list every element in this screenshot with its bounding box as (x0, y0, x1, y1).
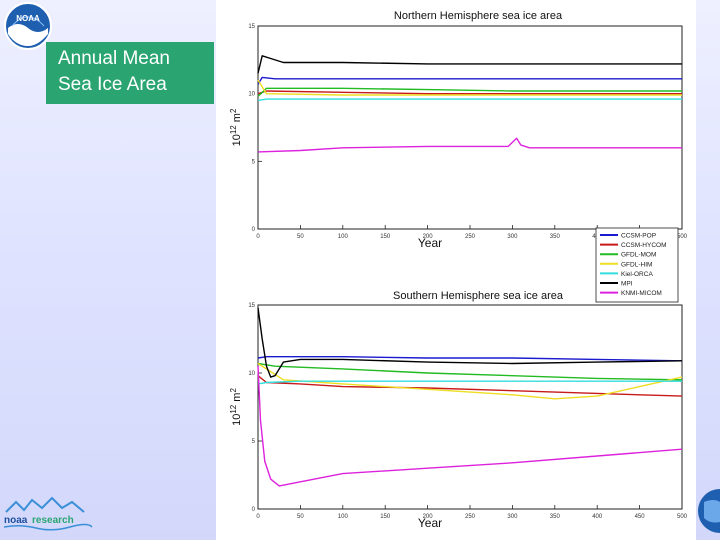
legend-item-label: KNMI-MICOM (621, 290, 662, 297)
legend-item-label: CCSM-POP (621, 233, 656, 240)
nh-y-tick-label: 0 (252, 227, 256, 233)
sh-series-knmi-micom (257, 366, 683, 487)
noaa-research-word-a: noaa (4, 515, 28, 526)
sh-series-kiel-orca (257, 380, 682, 385)
nh-x-tick-label: 0 (256, 234, 260, 240)
chart-panel: 050100150200250300350400450500051015Nort… (216, 0, 696, 540)
legend-box (595, 227, 679, 303)
sh-x-tick-label: 150 (380, 514, 391, 520)
legend-item-label: Kiel-ORCA (621, 271, 653, 278)
sh-series-gfdl-mom (257, 362, 683, 381)
slide-title-line-1: Annual Mean (58, 48, 170, 69)
nh-x-tick-label: 300 (507, 234, 518, 240)
sh-x-tick-label: 200 (423, 514, 434, 520)
charts-svg: 050100150200250300350400450500051015Nort… (229, 10, 688, 530)
sh-x-tick-label: 400 (592, 514, 603, 520)
sh-x-axis-label: Year (418, 516, 442, 530)
sh-series-ccsm-pop (257, 356, 683, 362)
nh-series-kiel-orca (257, 98, 682, 102)
legend-item-label: CCSM-HYCOM (621, 242, 667, 249)
nh-series-mpi (257, 55, 682, 74)
nh-x-tick-label: 50 (297, 234, 304, 240)
nh-x-tick-label: 150 (380, 234, 391, 240)
slide-title-line-2: Sea Ice Area (58, 74, 167, 95)
noaa-research-word-b: research (32, 515, 74, 526)
nh-y-tick-label: 15 (248, 24, 255, 30)
nh-series-gfdl-him (257, 79, 682, 96)
nh-series-ccsm-hycom (257, 90, 682, 95)
nh-y-axis-label: 1012 m2 (229, 108, 243, 146)
legend-item-label: MPI (621, 281, 633, 288)
sh-x-tick-label: 450 (635, 514, 646, 520)
nh-plot-frame (257, 25, 683, 230)
sh-chart: 0 50 100 150 200 250 300 350 400 450 500 0 5 10 15 Sout… (229, 290, 688, 530)
nh-series-ccsm-pop (257, 76, 682, 85)
sh-y-tick-label: 5 (252, 439, 256, 445)
corner-logo (698, 489, 720, 533)
nh-x-tick-label: 200 (423, 234, 434, 240)
sh-x-tick-label: 250 (465, 514, 476, 520)
nh-y-tick-label: 5 (252, 159, 256, 165)
sh-x-tick-label: 350 (550, 514, 561, 520)
sh-series-mpi (257, 307, 683, 378)
sh-plot-frame (257, 304, 683, 510)
nh-x-tick-label: 100 (338, 234, 349, 240)
slide-title: Annual Mean Sea Ice Area (46, 42, 214, 104)
sh-x-tick-label: 50 (297, 514, 304, 520)
nh-chart: 050100150200250300350400450500051015Nort… (229, 10, 688, 250)
nh-x-tick-label: 350 (550, 234, 561, 240)
sh-x-tick-label: 300 (507, 514, 518, 520)
sh-x-tick-label: 100 (338, 514, 349, 520)
sh-x-tick-label: 0 (256, 514, 260, 520)
noaa-logo-text: NOAA (16, 14, 40, 23)
sh-y-tick-label: 0 (252, 507, 256, 513)
nh-series-knmi-micom (257, 137, 682, 153)
nh-x-axis-label: Year (418, 236, 442, 250)
legend-item-label: GFDL-MOM (621, 252, 656, 259)
sh-chart-title: Southern Hemisphere sea ice area (393, 290, 564, 302)
sh-y-axis-label: 1012 m2 (229, 388, 243, 426)
sh-y-tick-label: 15 (248, 303, 255, 309)
noaa-logo: NOAA (4, 2, 52, 50)
noaa-research-logo: noaa research (3, 496, 93, 531)
nh-chart-title: Northern Hemisphere sea ice area (394, 10, 563, 22)
sh-y-tick-label: 10 (248, 371, 255, 377)
sh-series-ccsm-hycom (257, 375, 683, 397)
nh-series-gfdl-mom (257, 87, 682, 97)
nh-x-tick-label: 250 (465, 234, 476, 240)
legend: CCSM-POP CCSM-HYCOM GFDL-MOM GFDL-HIM Kiel-O… (595, 227, 679, 303)
sh-x-tick-label: 500 (677, 514, 688, 520)
nh-y-tick-label: 10 (248, 92, 255, 98)
legend-item-label: GFDL-HIM (621, 261, 652, 268)
nh-x-tick-label: 500 (677, 234, 688, 240)
